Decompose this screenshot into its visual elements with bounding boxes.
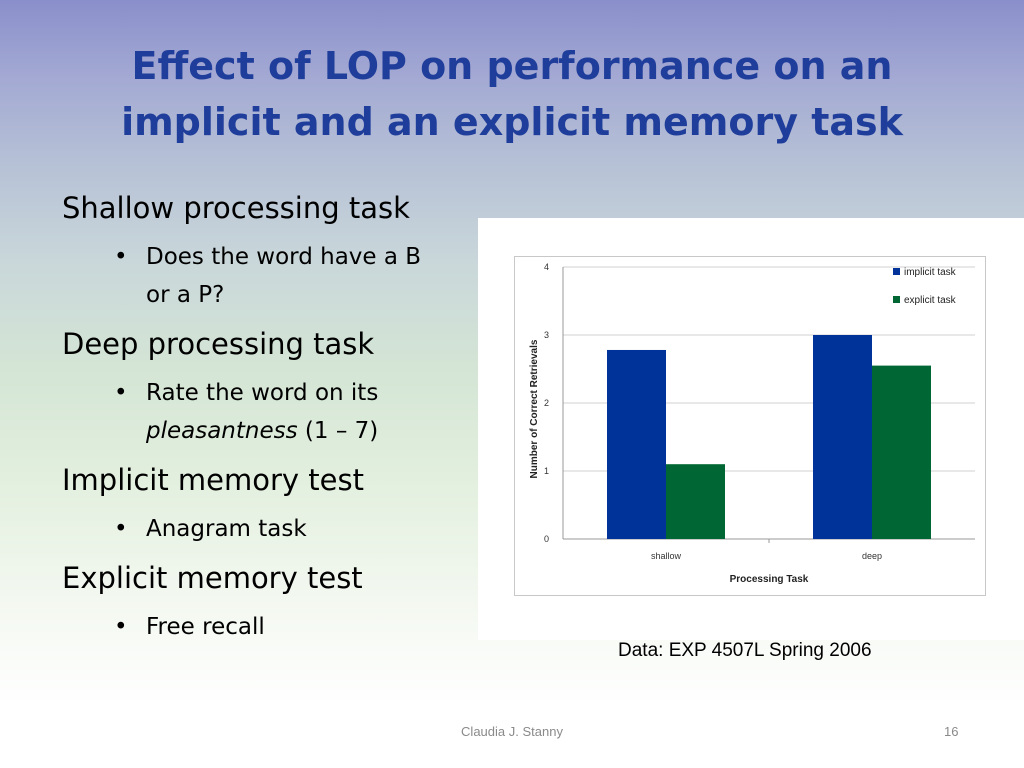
bullet-shallow-task: Shallow processing task	[62, 191, 410, 225]
sub-bullet-implicit: • Anagram task	[62, 510, 482, 548]
bullet-dot: •	[114, 516, 128, 542]
x-axis-title: Processing Task	[730, 574, 809, 585]
bullet-dot: •	[114, 244, 128, 270]
bar-chart: 0 1 2 3 4 shallow deep Processing Task Number of…	[529, 262, 975, 585]
x-tick-label: deep	[862, 551, 882, 561]
chart-frame: 0 1 2 3 4 shallow deep Processing Task Number of…	[514, 256, 986, 596]
legend-label: explicit task	[904, 295, 957, 306]
sub-bullet-deep: • Rate the word on its pleasantness (1 –…	[62, 374, 482, 450]
sub-bullet-line: Rate the word on its	[146, 380, 379, 406]
rating-scale-text: (1 – 7)	[297, 418, 379, 444]
slide-title: Effect of LOP on performance on an impli…	[40, 38, 984, 150]
bullet-dot: •	[114, 380, 128, 406]
legend-swatch	[893, 268, 900, 275]
bar-explicit-task-shallow	[666, 464, 725, 539]
sub-bullet-shallow: • Does the word have a B or a P?	[62, 238, 482, 314]
legend-swatch	[893, 296, 900, 303]
x-tick-label: shallow	[651, 551, 682, 561]
data-source-caption: Data: EXP 4507L Spring 2006	[618, 640, 872, 661]
page-number: 16	[944, 724, 959, 739]
sub-bullet-line: or a P?	[146, 282, 225, 308]
footer-author: Claudia J. Stanny	[461, 724, 563, 739]
y-tick-label: 2	[544, 398, 549, 408]
sub-bullet-line: pleasantness (1 – 7)	[146, 412, 482, 450]
legend-label: implicit task	[904, 267, 957, 278]
sub-bullet-line: Does the word have a B	[146, 244, 422, 270]
bar-explicit-task-deep	[872, 365, 931, 539]
y-tick-label: 4	[544, 262, 549, 272]
y-tick-label: 1	[544, 466, 549, 476]
title-line-1: Effect of LOP on performance on an	[131, 44, 893, 88]
bar-implicit-task-shallow	[607, 349, 666, 539]
sub-bullet-line: Free recall	[146, 614, 265, 640]
bullet-list: Shallow processing task • Does the word …	[62, 188, 482, 656]
bullet-deep-task: Deep processing task	[62, 327, 375, 361]
title-line-2: implicit and an explicit memory task	[121, 100, 903, 144]
bar-implicit-task-deep	[813, 335, 872, 539]
sub-bullet-line: Anagram task	[146, 516, 307, 542]
chart-panel: 0 1 2 3 4 shallow deep Processing Task Number of…	[478, 218, 1024, 640]
bullet-dot: •	[114, 614, 128, 640]
bullet-explicit-test: Explicit memory test	[62, 561, 363, 595]
italic-term: pleasantness	[146, 418, 298, 444]
y-tick-label: 0	[544, 534, 549, 544]
y-axis-title: Number of Correct Retrievals	[529, 339, 540, 478]
sub-bullet-explicit: • Free recall	[62, 608, 482, 646]
y-tick-label: 3	[544, 330, 549, 340]
bullet-implicit-test: Implicit memory test	[62, 463, 364, 497]
